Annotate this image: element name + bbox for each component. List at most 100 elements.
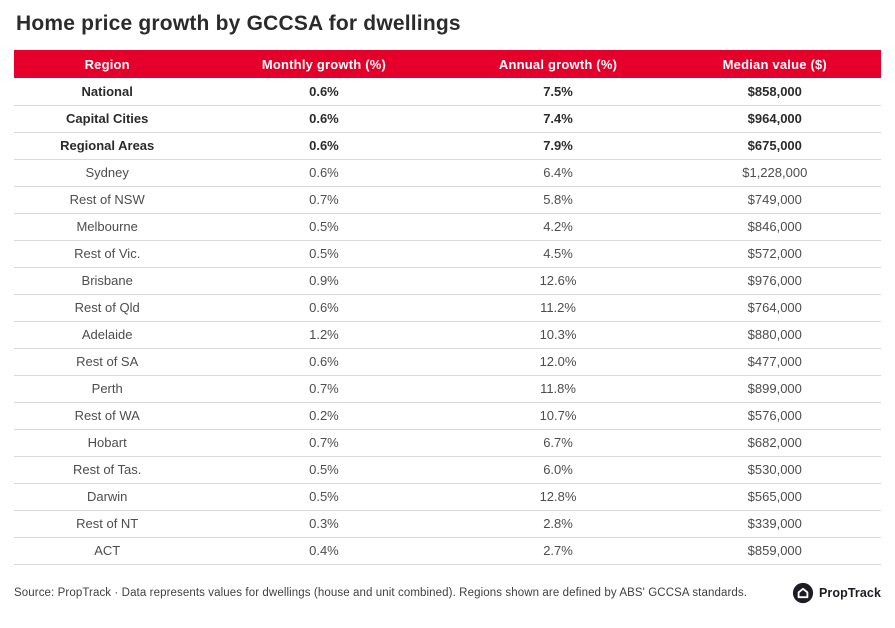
column-header-region: Region xyxy=(14,50,201,78)
cell-region: Melbourne xyxy=(14,213,201,241)
cell-median: $339,000 xyxy=(668,510,881,538)
column-header-annual: Annual growth (%) xyxy=(447,50,669,78)
cell-region: Adelaide xyxy=(14,321,201,349)
cell-region: Darwin xyxy=(14,483,201,511)
cell-region: Rest of NSW xyxy=(14,186,201,214)
cell-median: $530,000 xyxy=(668,456,881,484)
cell-monthly: 0.6% xyxy=(200,348,448,376)
table-row: Rest of NSW 0.7% 5.8% $749,000 xyxy=(14,186,881,214)
cell-monthly: 0.3% xyxy=(200,510,448,538)
cell-monthly: 0.5% xyxy=(200,483,448,511)
cell-annual: 6.7% xyxy=(447,429,669,457)
cell-region: Capital Cities xyxy=(14,105,201,133)
cell-region: National xyxy=(14,78,201,106)
cell-monthly: 0.6% xyxy=(200,78,448,106)
cell-monthly: 0.6% xyxy=(200,159,448,187)
table-header: Region Monthly growth (%) Annual growth … xyxy=(14,50,881,78)
page-title: Home price growth by GCCSA for dwellings xyxy=(16,12,461,35)
cell-annual: 11.2% xyxy=(447,294,669,322)
header-row: Region Monthly growth (%) Annual growth … xyxy=(14,50,881,78)
cell-median: $764,000 xyxy=(668,294,881,322)
column-header-median: Median value ($) xyxy=(668,50,881,78)
page: Home price growth by GCCSA for dwellings… xyxy=(14,12,881,604)
cell-region: Rest of SA xyxy=(14,348,201,376)
cell-annual: 7.4% xyxy=(447,105,669,133)
cell-annual: 12.0% xyxy=(447,348,669,376)
cell-annual: 11.8% xyxy=(447,375,669,403)
table-row: Perth 0.7% 11.8% $899,000 xyxy=(14,375,881,403)
table-row: Rest of Tas. 0.5% 6.0% $530,000 xyxy=(14,456,881,484)
cell-monthly: 0.6% xyxy=(200,105,448,133)
cell-region: Rest of NT xyxy=(14,510,201,538)
cell-median: $859,000 xyxy=(668,537,881,565)
proptrack-logo-label: PropTrack xyxy=(818,585,881,600)
table-row: Rest of NT 0.3% 2.8% $339,000 xyxy=(14,510,881,538)
cell-monthly: 1.2% xyxy=(200,321,448,349)
cell-median: $682,000 xyxy=(668,429,881,457)
cell-annual: 12.6% xyxy=(447,267,669,295)
cell-median: $858,000 xyxy=(668,78,881,106)
column-header-monthly: Monthly growth (%) xyxy=(200,50,448,78)
table-row: Rest of Vic. 0.5% 4.5% $572,000 xyxy=(14,240,881,268)
cell-region: ACT xyxy=(14,537,201,565)
cell-annual: 2.7% xyxy=(447,537,669,565)
cell-region: Rest of Qld xyxy=(14,294,201,322)
price-table: Region Monthly growth (%) Annual growth … xyxy=(14,50,881,565)
cell-median: $572,000 xyxy=(668,240,881,268)
cell-monthly: 0.5% xyxy=(200,240,448,268)
table-row: Rest of SA 0.6% 12.0% $477,000 xyxy=(14,348,881,376)
cell-annual: 7.9% xyxy=(447,132,669,160)
table-row: Capital Cities 0.6% 7.4% $964,000 xyxy=(14,105,881,133)
cell-monthly: 0.9% xyxy=(200,267,448,295)
table-row: Regional Areas 0.6% 7.9% $675,000 xyxy=(14,132,881,160)
source-note: Source: PropTrack · Data represents valu… xyxy=(14,586,748,599)
cell-annual: 4.5% xyxy=(447,240,669,268)
table-row: Rest of Qld 0.6% 11.2% $764,000 xyxy=(14,294,881,322)
cell-region: Perth xyxy=(14,375,201,403)
cell-median: $899,000 xyxy=(668,375,881,403)
cell-annual: 7.5% xyxy=(447,78,669,106)
cell-monthly: 0.6% xyxy=(200,294,448,322)
table-row: ACT 0.4% 2.7% $859,000 xyxy=(14,537,881,565)
cell-median: $964,000 xyxy=(668,105,881,133)
cell-annual: 6.4% xyxy=(447,159,669,187)
cell-region: Sydney xyxy=(14,159,201,187)
table-row: National 0.6% 7.5% $858,000 xyxy=(14,78,881,106)
table-row: Melbourne 0.5% 4.2% $846,000 xyxy=(14,213,881,241)
table-row: Darwin 0.5% 12.8% $565,000 xyxy=(14,483,881,511)
cell-median: $846,000 xyxy=(668,213,881,241)
cell-region: Brisbane xyxy=(14,267,201,295)
cell-monthly: 0.5% xyxy=(200,213,448,241)
table-row: Adelaide 1.2% 10.3% $880,000 xyxy=(14,321,881,349)
footer: Source: PropTrack · Data represents valu… xyxy=(14,582,881,604)
cell-annual: 12.8% xyxy=(447,483,669,511)
cell-median: $675,000 xyxy=(668,132,881,160)
cell-monthly: 0.5% xyxy=(200,456,448,484)
cell-median: $749,000 xyxy=(668,186,881,214)
table-row: Sydney 0.6% 6.4% $1,228,000 xyxy=(14,159,881,187)
cell-region: Rest of WA xyxy=(14,402,201,430)
cell-annual: 2.8% xyxy=(447,510,669,538)
cell-median: $880,000 xyxy=(668,321,881,349)
cell-annual: 6.0% xyxy=(447,456,669,484)
table-row: Rest of WA 0.2% 10.7% $576,000 xyxy=(14,402,881,430)
cell-median: $565,000 xyxy=(668,483,881,511)
table-row: Brisbane 0.9% 12.6% $976,000 xyxy=(14,267,881,295)
cell-region: Rest of Vic. xyxy=(14,240,201,268)
cell-median: $1,228,000 xyxy=(668,159,881,187)
table-row: Hobart 0.7% 6.7% $682,000 xyxy=(14,429,881,457)
cell-annual: 5.8% xyxy=(447,186,669,214)
table-body: National 0.6% 7.5% $858,000 Capital Citi… xyxy=(14,78,881,565)
cell-median: $976,000 xyxy=(668,267,881,295)
cell-monthly: 0.4% xyxy=(200,537,448,565)
cell-monthly: 0.6% xyxy=(200,132,448,160)
cell-annual: 4.2% xyxy=(447,213,669,241)
cell-region: Rest of Tas. xyxy=(14,456,201,484)
cell-monthly: 0.2% xyxy=(200,402,448,430)
cell-region: Hobart xyxy=(14,429,201,457)
cell-region: Regional Areas xyxy=(14,132,201,160)
cell-annual: 10.3% xyxy=(447,321,669,349)
proptrack-logo: PropTrack xyxy=(792,582,881,604)
cell-monthly: 0.7% xyxy=(200,429,448,457)
cell-median: $477,000 xyxy=(668,348,881,376)
